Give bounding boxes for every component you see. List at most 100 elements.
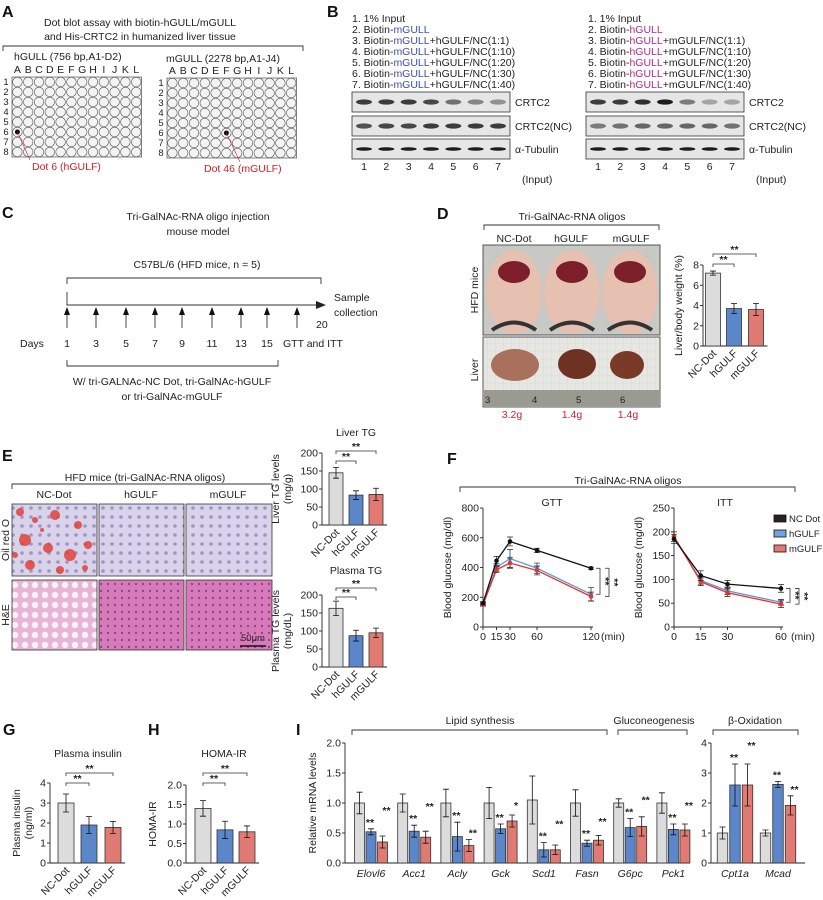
band — [400, 123, 417, 129]
dot — [167, 87, 178, 99]
column-label: C — [35, 64, 43, 76]
chart-f-gtt: 0 200 400 600 800 0 15 30 60 120 (min) **** GTT Blood… — [442, 497, 625, 643]
dot — [33, 76, 45, 88]
error-bar — [244, 825, 250, 839]
dot — [66, 136, 77, 148]
significance-mark: ** — [73, 773, 82, 785]
dot — [120, 126, 131, 138]
dot — [210, 137, 221, 149]
dot — [131, 86, 142, 98]
bar — [365, 831, 377, 864]
dot — [55, 86, 66, 98]
dot — [232, 117, 243, 129]
dot — [98, 76, 109, 88]
legend-swatch — [773, 529, 787, 538]
callout-line — [17, 131, 31, 161]
dot — [178, 137, 189, 149]
dot — [55, 96, 66, 108]
dot — [66, 86, 77, 98]
dot — [23, 96, 34, 108]
dot — [131, 126, 142, 138]
y-tick-label: 1.0 — [326, 798, 341, 810]
error-bar — [353, 629, 359, 642]
dot — [77, 116, 88, 128]
dot — [33, 86, 45, 98]
condition-text: 5. Biotin- — [352, 57, 394, 69]
x-tick-label: Gck — [491, 868, 510, 880]
bracket — [2, 45, 304, 51]
sample-label-1: Sample — [334, 292, 370, 304]
band — [356, 123, 372, 129]
band — [590, 123, 606, 129]
band — [679, 123, 696, 129]
y-axis-label: Liver/body weight (%) — [673, 255, 685, 356]
condition-text: hGULL — [629, 68, 662, 80]
y-tick-label: 8 — [693, 260, 699, 272]
condition-line: 5. Biotin-mGULL+hGULF/NC(1:20) — [352, 57, 515, 69]
x-axis-label: (min) — [791, 631, 815, 643]
dot — [120, 116, 131, 128]
data-point — [588, 565, 594, 571]
x-tick-label: 30 — [504, 631, 516, 643]
dot — [264, 117, 275, 129]
dot — [77, 146, 88, 158]
panel-label: D — [437, 206, 449, 223]
dot — [87, 76, 99, 88]
significance-mark: ** — [452, 810, 461, 822]
column-label: G — [78, 64, 86, 76]
row-label: 6 — [158, 128, 163, 139]
dot — [23, 76, 34, 88]
oil-red-o-images — [11, 503, 273, 577]
dot — [66, 116, 77, 128]
error-bar — [658, 792, 665, 814]
lipid-droplet — [19, 534, 31, 546]
dot — [109, 136, 120, 148]
dot — [33, 106, 45, 118]
dot — [242, 97, 254, 109]
panel-a-title-line1: Dot blot assay with biotin-hGULL/mGULL — [44, 17, 236, 29]
dot — [264, 77, 275, 89]
condition-text: hGULL — [629, 79, 662, 91]
y-tick-label: 0.5 — [167, 838, 182, 850]
error-bar — [615, 798, 622, 808]
bracket — [11, 483, 273, 489]
x-tick-label: Cpt1a — [721, 868, 749, 880]
panel-label: G — [3, 722, 15, 739]
dot — [33, 136, 45, 148]
arrow-up-icon — [238, 307, 244, 315]
y-tick-label: 0 — [701, 858, 707, 870]
dot — [120, 146, 131, 158]
blot-label: CRTC2(NC) — [749, 121, 806, 133]
panel-label: H — [148, 722, 160, 739]
dot — [253, 147, 264, 159]
x-tick-label: Scd1 — [532, 868, 556, 880]
input-label: (Input) — [756, 174, 786, 186]
arrow-up-icon — [123, 307, 129, 315]
dot — [286, 127, 297, 139]
input-label: (Input) — [522, 174, 552, 186]
dot — [98, 126, 109, 138]
condition-text: hGULL — [629, 35, 662, 47]
band — [378, 123, 395, 129]
dot — [66, 96, 77, 108]
condition-text: mGULL — [393, 68, 429, 80]
panel-d-title: Tri-GalNAc-RNA oligos — [519, 211, 626, 223]
error-bar — [200, 800, 206, 817]
dot — [131, 96, 142, 108]
data-point — [534, 548, 540, 553]
error-bar — [731, 303, 737, 314]
day-label: 3 — [93, 338, 99, 350]
column-label: K — [277, 65, 284, 77]
y-tick-label: 50 — [658, 598, 670, 610]
band — [612, 147, 629, 151]
column-label: B — [180, 65, 187, 77]
significance-mark: ** — [409, 813, 418, 825]
dot — [178, 77, 189, 89]
y-tick-label: 0.0 — [326, 858, 341, 870]
error-bar — [595, 835, 602, 846]
dot — [23, 146, 34, 158]
column-label: H — [244, 65, 252, 77]
y-tick-label: 0 — [664, 622, 670, 634]
dot — [221, 77, 232, 89]
dot — [221, 87, 232, 99]
